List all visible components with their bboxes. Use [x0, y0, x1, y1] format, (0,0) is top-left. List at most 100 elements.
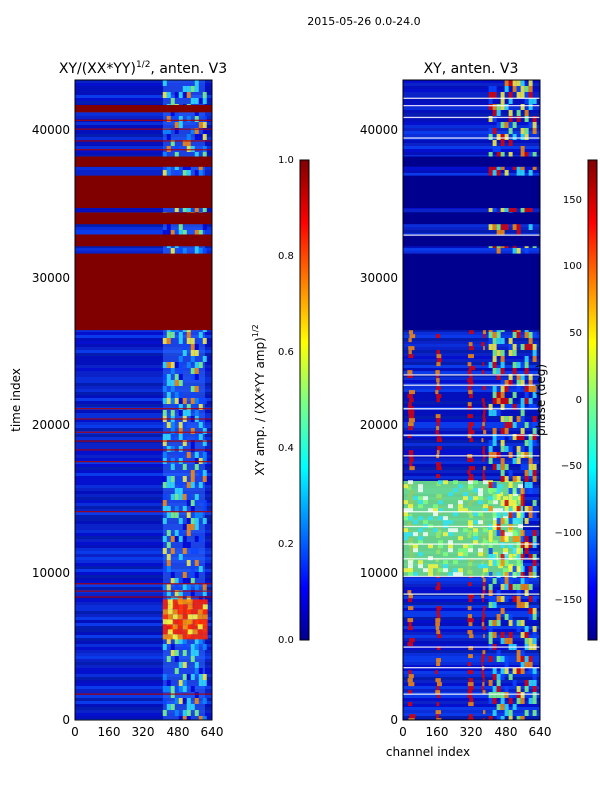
- amplitude-texture-cell: [182, 92, 187, 98]
- phase-texture-cell: [512, 584, 517, 590]
- amplitude-stripe: [75, 467, 212, 470]
- phase-texture-cell: [492, 494, 497, 500]
- amplitude-stripe: [75, 491, 212, 494]
- phase-texture-cell: [512, 404, 517, 410]
- amplitude-texture-cell: [194, 170, 199, 176]
- amplitude-texture-cell: [198, 248, 203, 254]
- phase-streak-cell: [482, 578, 486, 583]
- phase-texture-cell: [500, 584, 505, 590]
- phase-streak-cell: [468, 622, 473, 627]
- amplitude-texture-cell: [174, 380, 179, 386]
- phase-texture-cell: [512, 248, 517, 254]
- amplitude-stripe: [75, 512, 212, 515]
- phase-green-texture-cell: [463, 508, 468, 513]
- phase-texture-cell: [528, 542, 533, 548]
- amplitude-hot-cell: [187, 619, 193, 625]
- amplitude-texture-cell: [190, 470, 195, 476]
- phase-texture-cell: [520, 512, 525, 518]
- phase-texture-cell: [528, 338, 533, 344]
- amplitude-stripe: [75, 455, 212, 458]
- phase-texture-cell: [520, 206, 525, 212]
- amplitude-stripe: [75, 353, 212, 356]
- amplitude-hot-cell: [167, 609, 173, 615]
- amplitude-texture-cell: [170, 548, 175, 554]
- amplitude-texture-cell: [178, 368, 183, 374]
- phase-texture-cell: [504, 464, 509, 470]
- phase-streak-cell: [407, 590, 412, 595]
- amplitude-stripe: [75, 500, 212, 503]
- phase-cb-tick-n100: −100: [555, 528, 582, 539]
- phase-stripe: [403, 134, 540, 137]
- amplitude-stripe: [75, 374, 212, 377]
- phase-texture-cell: [516, 506, 521, 512]
- amplitude-stripe: [75, 686, 212, 689]
- phase-streak-cell: [436, 646, 441, 651]
- phase-texture-cell: [496, 410, 501, 416]
- amplitude-stripe: [75, 581, 212, 584]
- phase-texture-cell: [520, 452, 525, 458]
- amplitude-hot-cell: [187, 634, 193, 640]
- phase-texture-cell: [500, 338, 505, 344]
- amplitude-texture-cell: [198, 98, 203, 104]
- amplitude-hot-cell: [192, 614, 198, 620]
- amplitude-texture-cell: [182, 410, 187, 416]
- amplitude-texture-cell: [170, 422, 175, 428]
- phase-texture-cell: [488, 170, 493, 176]
- phase-green-texture-cell: [468, 496, 473, 501]
- amplitude-texture-cell: [178, 446, 183, 452]
- phase-texture-cell: [508, 140, 513, 146]
- amplitude-stripe: [75, 515, 212, 518]
- amplitude-stripe: [75, 131, 212, 134]
- phase-streak-cell: [408, 418, 415, 423]
- amplitude-texture-cell: [178, 554, 183, 560]
- amplitude-texture-cell: [186, 482, 191, 488]
- amplitude-stripe: [75, 539, 212, 542]
- phase-texture-cell: [520, 620, 525, 626]
- phase-colorbar-label: phase (deg): [534, 364, 548, 436]
- amplitude-texture-cell: [182, 140, 187, 146]
- amplitude-texture-cell: [178, 224, 183, 230]
- phase-streak-cell: [482, 386, 486, 391]
- amplitude-texture-cell: [166, 560, 171, 566]
- phase-green-texture-cell: [473, 520, 478, 525]
- amplitude-texture-cell: [198, 122, 203, 128]
- phase-texture-cell: [528, 458, 533, 464]
- phase-texture-cell: [528, 662, 533, 668]
- phase-texture-cell: [508, 122, 513, 128]
- phase-green-texture-cell: [473, 480, 478, 485]
- amplitude-hot-cell: [182, 619, 188, 625]
- phase-texture-cell: [504, 596, 509, 602]
- phase-texture-cell: [520, 86, 525, 92]
- phase-streak-cell: [467, 606, 472, 611]
- amplitude-texture-cell: [174, 170, 179, 176]
- phase-texture-cell: [528, 398, 533, 404]
- phase-texture-cell: [520, 554, 525, 560]
- amplitude-stripe: [75, 638, 212, 641]
- phase-streak-cell: [436, 614, 441, 619]
- amplitude-texture-cell: [166, 590, 171, 596]
- amplitude-stripe: [75, 80, 212, 83]
- phase-green-texture-cell: [503, 512, 508, 517]
- phase-texture-cell: [516, 518, 521, 524]
- amplitude-stripe: [75, 689, 212, 692]
- phase-white-line: [403, 525, 540, 528]
- phase-texture-cell: [512, 434, 517, 440]
- phase-texture-cell: [488, 116, 493, 122]
- amplitude-texture-cell: [198, 458, 203, 464]
- amplitude-hot-cell: [167, 624, 173, 630]
- amplitude-texture-cell: [202, 116, 207, 122]
- phase-texture-cell: [532, 638, 537, 644]
- phase-texture-cell: [528, 92, 533, 98]
- phase-stripe: [403, 443, 540, 446]
- amplitude-texture-cell: [162, 80, 167, 86]
- phase-streak-cell: [483, 606, 486, 611]
- phase-texture-cell: [488, 152, 493, 158]
- phase-texture-cell: [500, 470, 505, 476]
- phase-texture-cell: [500, 554, 505, 560]
- phase-texture-cell: [528, 104, 533, 110]
- amplitude-stripe: [75, 83, 212, 86]
- amplitude-texture-cell: [186, 518, 191, 524]
- phase-texture-cell: [500, 476, 505, 482]
- phase-texture-cell: [524, 626, 529, 632]
- phase-texture-cell: [512, 422, 517, 428]
